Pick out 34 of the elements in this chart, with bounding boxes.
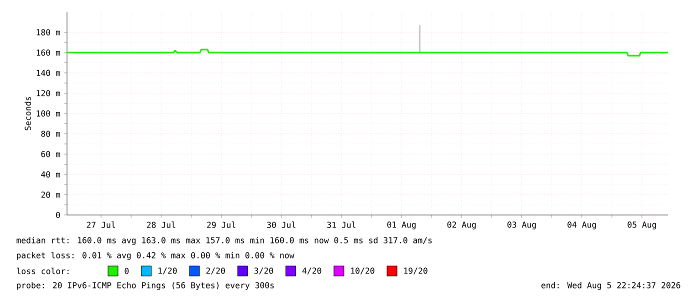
text: probe: 20 IPv6-ICMP Echo Pings (56 Bytes) every 300s [16, 282, 274, 290]
x-tick-label: 04 Aug [568, 222, 596, 230]
y-tick-label: 140 m [36, 70, 60, 76]
y-tick-label: 80 m [41, 130, 60, 137]
y-tick-label: 40 m [41, 171, 60, 178]
y-tick-label: 120 m [36, 90, 60, 96]
line-series [66, 48, 669, 56]
y-tick-label: 0 [56, 212, 60, 218]
y-axis-title: Seconds [24, 97, 31, 130]
x-tick-label: 02 Aug [447, 222, 476, 230]
legend-title: loss color: [16, 268, 69, 274]
y-tick-label: 100 m [36, 110, 60, 117]
x-tick-label: 30 Jul [267, 222, 296, 228]
x-tick-label: 31 Jul [327, 222, 356, 228]
x-tick-label: 28 Jul [146, 222, 176, 228]
x-tick-label: 05 Aug [628, 222, 656, 230]
text: packet loss: 0.01 % avg 0.42 % max 0.00 % min 0.00 % now [16, 252, 294, 260]
x-tick-label: 29 Jul [207, 222, 236, 228]
y-tick-label: 20 m [41, 192, 60, 198]
legend-label: 10/20 [351, 268, 374, 274]
legend-label: 2/20 [206, 268, 225, 274]
x-tick-label: 01 Aug [387, 222, 416, 230]
y-tick-label: 60 m [41, 150, 60, 158]
x-tick-label: 03 Aug [507, 222, 536, 230]
y-tick-label: 160 m [36, 50, 60, 56]
legend-label: 19/20 [404, 268, 428, 274]
legend-label: 4/20 [302, 268, 322, 274]
y-tick-label: 180 m [36, 29, 60, 36]
text: end: Wed Aug 5 22:24:37 2026 [541, 282, 680, 290]
text: median rtt: 160.0 ms avg 163.0 ms max 157.0 ms min 160.0 ms now 0.5 ms sd 317.0 am/s [16, 237, 432, 245]
legend-label: 0 [124, 268, 129, 274]
x-tick-label: 27 Jul [86, 222, 116, 228]
legend-label: 1/20 [158, 268, 177, 274]
legend-label: 3/20 [254, 268, 274, 274]
